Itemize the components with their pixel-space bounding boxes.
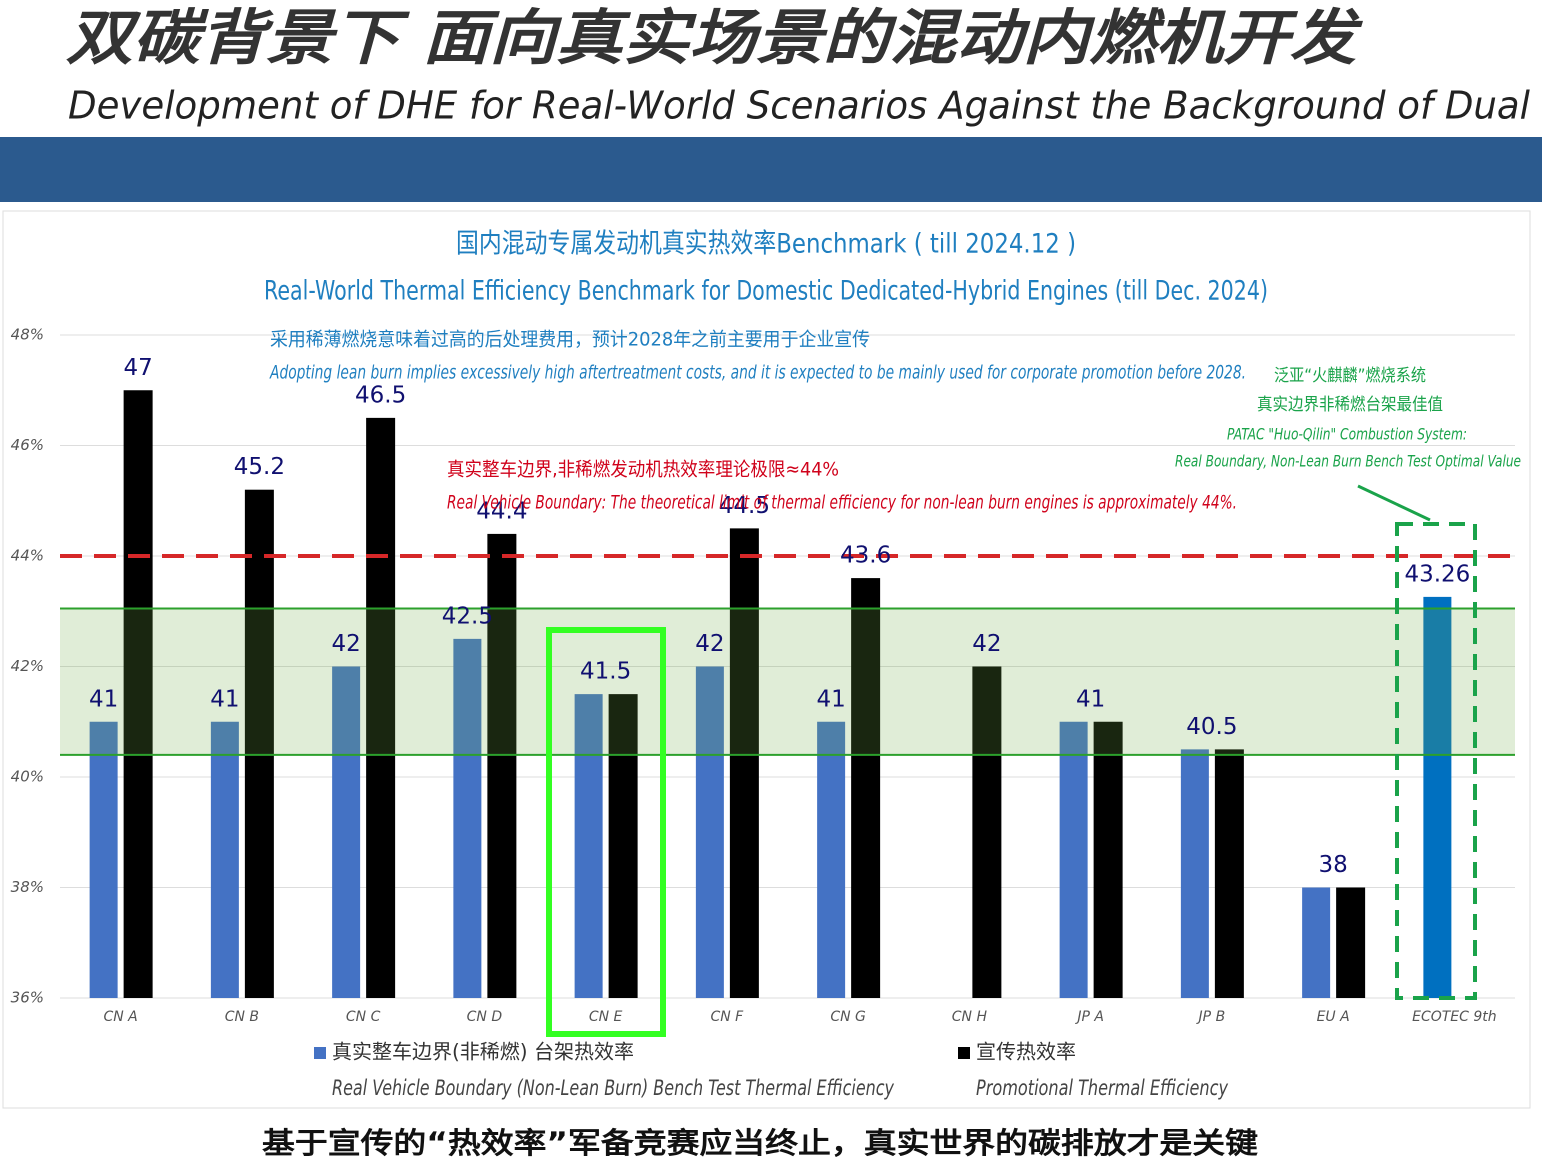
annotation-arrow	[1357, 484, 1431, 522]
data-label: 42	[695, 631, 724, 657]
y-tick-label: 38%	[11, 878, 44, 896]
y-tick-label: 46%	[11, 436, 44, 454]
bar	[817, 721, 846, 998]
x-tick-label: CN A	[103, 1009, 137, 1025]
header-bar	[0, 137, 1542, 202]
bar	[851, 578, 881, 998]
bar	[244, 489, 274, 998]
data-label: 43.26	[1404, 561, 1470, 587]
bar	[574, 694, 603, 998]
legend-label: Promotional Thermal Efficiency	[976, 1076, 1228, 1100]
bar	[1059, 721, 1088, 998]
data-label: 40.5	[1186, 714, 1237, 740]
data-label: 42	[331, 631, 360, 657]
bar	[487, 533, 517, 998]
highlight-frame	[546, 627, 666, 1037]
x-tick-label: CN F	[710, 1009, 744, 1025]
bar	[210, 721, 239, 998]
data-label: 38	[1318, 852, 1347, 878]
bar	[366, 417, 396, 998]
legend-label: 宣传热效率	[976, 1040, 1076, 1064]
highlight-frame	[1395, 522, 1477, 1000]
data-label: 46.5	[355, 382, 406, 408]
data-label: 41	[89, 686, 118, 712]
x-tick-label: CN B	[225, 1009, 259, 1025]
y-tick-label: 44%	[11, 547, 44, 565]
bar	[1302, 887, 1331, 998]
data-label: 43.6	[840, 543, 891, 569]
y-tick-label: 40%	[11, 768, 44, 786]
y-tick-label: 48%	[11, 326, 44, 344]
bar	[1423, 596, 1452, 998]
bar	[1093, 721, 1123, 998]
legend-label: Real Vehicle Boundary (Non-Lean Burn) Be…	[332, 1076, 894, 1100]
slide-title: 双碳背景下 面向真实场景的混动内燃机开发	[66, 4, 1364, 74]
bar	[608, 694, 638, 998]
bar	[972, 666, 1002, 998]
data-label: 41	[210, 686, 239, 712]
annotation-text: 真实整车边界,非稀燃发动机热效率理论极限≈44%	[447, 459, 839, 481]
data-label: 41	[816, 686, 845, 712]
y-tick-label: 42%	[11, 657, 44, 675]
bar	[332, 666, 361, 998]
data-label: 42.5	[442, 603, 493, 629]
plot: 36% 38% 40% 42% 44% 46% 48% CN A CN B CN C CN D CN …	[11, 326, 1515, 1025]
data-label: 41.5	[580, 659, 631, 685]
annotation-text: Real Boundary, Non-Lean Burn Bench Test …	[1175, 452, 1521, 471]
data-label: 45.2	[234, 454, 285, 480]
data-label: 41	[1076, 686, 1105, 712]
annotation-text: 采用稀薄燃烧意味着过高的后处理费用，预计2028年之前主要用于企业宣传	[270, 329, 870, 351]
annotation-text: Real Vehicle Boundary: The theoretical l…	[447, 492, 1237, 514]
data-label: 44.4	[476, 498, 527, 524]
x-tick-label: EU A	[1317, 1009, 1350, 1025]
annotation-text: PATAC "Huo-Qilin" Combustion System:	[1227, 425, 1467, 444]
bar	[1214, 749, 1244, 998]
annotation-text: 泛亚“火麒麟”燃烧系统	[1274, 366, 1426, 386]
legend-swatch	[958, 1047, 970, 1059]
reference-band	[60, 608, 1515, 755]
x-tick-label: JP A	[1074, 1009, 1104, 1025]
bar	[729, 528, 759, 998]
data-label: 47	[123, 355, 152, 381]
footer-text: 基于宣传的“热效率”军备竞赛应当终止，真实世界的碳排放才是关键	[262, 1126, 1258, 1160]
x-tick-label: JP B	[1196, 1009, 1226, 1025]
x-tick-label: CN C	[346, 1009, 381, 1025]
legend-swatch	[314, 1047, 326, 1059]
annotation-text: Adopting lean burn implies excessively h…	[269, 362, 1246, 384]
data-label: 42	[972, 631, 1001, 657]
bar	[89, 721, 118, 998]
annotation-text: 真实边界非稀燃台架最佳值	[1257, 395, 1443, 415]
chart-title: 国内混动专属发动机真实热效率Benchmark ( till 2024.12 )	[456, 229, 1076, 260]
bar	[123, 390, 153, 998]
slide-subtitle: Development of DHE for Real-World Scenar…	[68, 84, 1530, 128]
x-tick-label: CN H	[952, 1009, 988, 1025]
y-tick-label: 36%	[11, 989, 44, 1007]
x-tick-label: CN G	[830, 1009, 866, 1025]
chart-subtitle: Real-World Thermal Efficiency Benchmark …	[264, 276, 1268, 307]
x-tick-label: ECOTEC 9th	[1412, 1009, 1497, 1025]
bar	[1180, 749, 1209, 998]
x-tick-label: CN E	[589, 1009, 623, 1025]
legend-label: 真实整车边界(非稀燃) 台架热效率	[332, 1040, 634, 1064]
bar	[1336, 887, 1366, 998]
x-tick-label: CN D	[467, 1009, 503, 1025]
data-label: 44.5	[719, 493, 770, 519]
bar	[695, 666, 724, 998]
bar	[453, 638, 482, 998]
